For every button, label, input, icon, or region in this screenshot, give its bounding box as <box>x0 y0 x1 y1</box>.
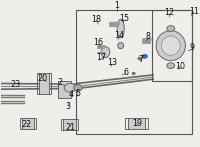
Ellipse shape <box>132 72 135 75</box>
Text: 11: 11 <box>189 7 199 16</box>
Text: 21: 21 <box>65 123 75 132</box>
Ellipse shape <box>64 83 76 92</box>
Text: 7: 7 <box>139 55 144 64</box>
Text: 3: 3 <box>66 102 71 111</box>
Text: 10: 10 <box>176 62 186 71</box>
Text: 16: 16 <box>93 38 103 47</box>
Text: 15: 15 <box>119 14 129 23</box>
Ellipse shape <box>167 26 175 31</box>
Text: 23: 23 <box>10 80 20 89</box>
Text: 12: 12 <box>164 8 174 17</box>
Ellipse shape <box>117 19 124 38</box>
Text: 4: 4 <box>69 90 74 99</box>
Ellipse shape <box>167 63 175 69</box>
Ellipse shape <box>146 41 150 44</box>
Text: 22: 22 <box>21 120 31 129</box>
Text: 14: 14 <box>114 31 124 40</box>
Text: 13: 13 <box>107 58 117 67</box>
Text: 5: 5 <box>75 89 80 98</box>
Bar <box>76 10 192 134</box>
Text: 6: 6 <box>123 67 128 77</box>
Text: 19: 19 <box>132 119 143 128</box>
Ellipse shape <box>138 57 142 60</box>
Text: 1: 1 <box>114 1 119 10</box>
Bar <box>152 10 192 81</box>
Bar <box>58 81 71 98</box>
Bar <box>128 118 145 129</box>
Text: 8: 8 <box>146 32 151 41</box>
Ellipse shape <box>101 47 110 57</box>
Ellipse shape <box>142 55 147 58</box>
Text: 18: 18 <box>91 15 101 24</box>
Ellipse shape <box>118 42 124 49</box>
Bar <box>22 118 34 129</box>
Ellipse shape <box>161 36 180 55</box>
Bar <box>63 119 76 130</box>
Text: 2: 2 <box>58 78 63 87</box>
Ellipse shape <box>156 31 185 61</box>
Ellipse shape <box>74 85 82 91</box>
Text: 20: 20 <box>38 74 48 83</box>
Bar <box>39 74 49 94</box>
Text: 9: 9 <box>190 43 195 52</box>
Text: 17: 17 <box>96 52 106 62</box>
